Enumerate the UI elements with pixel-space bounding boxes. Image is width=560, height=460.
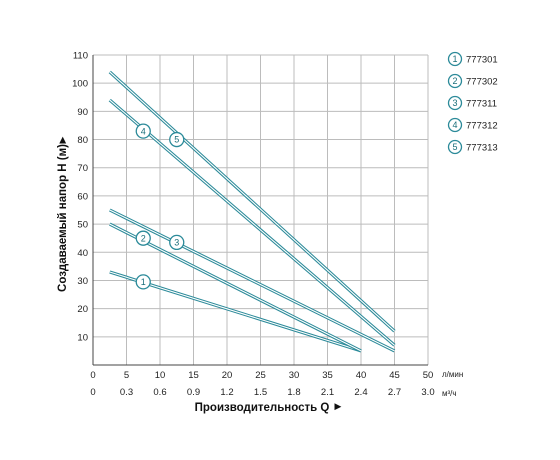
legend-entry-1: 777301 [466,55,498,66]
legend: 1 777301 2 777302 3 777311 4 777312 5 777313 [447,51,498,155]
series-markers: 1 2 3 4 5 [135,123,185,290]
x-tick-label-secondary: 2.4 [354,387,367,398]
series-marker-label-4: 4 [141,126,146,136]
series-marker-4 [135,123,151,139]
x-tick-label-secondary: 0.9 [187,387,200,398]
legend-entry-4: 777312 [466,121,498,132]
x-tick-label-secondary: 1.5 [254,387,267,398]
y-tick-label: 100 [72,79,88,90]
x-tick-label-secondary: 0 [90,387,95,398]
y-tick-label: 110 [73,51,88,62]
series-line-4-inner [109,99,395,346]
series-lines [108,70,396,353]
x-tick-label: 15 [188,370,199,381]
legend-marker-label-2: 2 [452,76,457,86]
grid [93,54,429,365]
legend-marker-label-4: 4 [452,120,457,130]
x-axis-arrow: ► [332,401,343,413]
x-tick-label: 35 [322,370,333,381]
x-tick-label: 25 [255,370,266,381]
tick-labels: 0 5 10 15 20 25 30 35 40 45 500 0.3 0.6 0.9 1.2 1.5 1.8 2… [72,51,434,399]
series-marker-label-1: 1 [141,277,146,287]
y-tick-label: 20 [77,304,88,315]
legend-marker-label-1: 1 [452,54,457,64]
series-marker-1 [135,274,151,290]
series-line-1-inner [109,271,362,352]
y-tick-label: 60 [77,191,88,202]
x-tick-label: 5 [124,370,129,381]
legend-marker-5 [447,139,463,155]
x-tick-label-secondary: 2.7 [388,387,401,398]
legend-marker-label-3: 3 [452,98,457,108]
legend-marker-1 [447,51,463,67]
x-tick-label: 45 [389,370,400,381]
series-line-5-inner [109,71,395,332]
x-axis-title: Производительность Q [195,402,330,414]
x-tick-label-secondary: 0.3 [120,387,133,398]
series-line-2-inner [109,223,362,352]
x-tick-label-secondary: 1.2 [220,387,233,398]
series-marker-3 [169,234,185,251]
series-marker-2 [135,230,151,246]
y-tick-label: 80 [77,135,88,146]
y-tick-label: 70 [77,163,88,174]
x-tick-label: 0 [90,370,95,381]
series-marker-label-2: 2 [141,233,146,243]
x-tick-label-secondary: 1.8 [287,387,300,398]
x-tick-label: 50 [423,370,434,381]
x-unit-primary: л/мин [442,370,463,379]
x-tick-label: 10 [155,370,166,381]
legend-entry-3: 777311 [466,99,497,110]
y-axis-arrow: ► [57,134,69,145]
legend-marker-4 [447,117,463,133]
axes [92,55,428,366]
series-line-3-inner [109,209,395,352]
y-axis-title: Создаваемый напор H (м) [57,144,69,292]
series-marker-label-5: 5 [174,135,179,145]
y-tick-label: 10 [77,332,88,343]
legend-entry-5: 777313 [466,143,498,154]
legend-marker-label-5: 5 [452,142,457,152]
x-tick-label-secondary: 0.6 [153,387,166,398]
x-tick-label: 30 [289,370,300,381]
series-marker-5 [169,131,185,148]
x-tick-label: 20 [222,370,233,381]
y-tick-label: 90 [77,107,88,118]
legend-marker-2 [447,73,463,89]
legend-entry-2: 777302 [466,77,498,88]
y-tick-label: 50 [77,220,88,231]
x-tick-label-secondary: 2.1 [321,387,334,398]
x-unit-secondary: м³/ч [442,389,457,398]
x-tick-label: 40 [356,370,367,381]
series-marker-label-3: 3 [174,238,179,248]
x-tick-label-secondary: 3.0 [421,387,434,398]
y-tick-label: 40 [77,248,88,259]
legend-marker-3 [447,95,463,111]
y-tick-label: 30 [77,276,88,287]
